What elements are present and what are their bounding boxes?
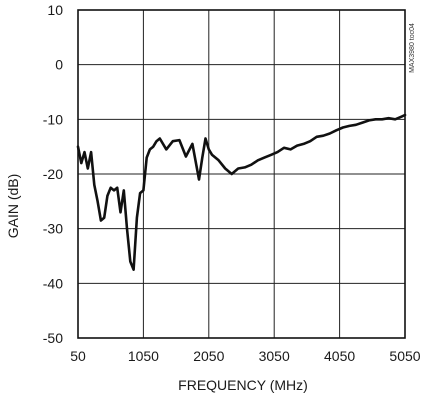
- y-tick-label: -40: [43, 275, 63, 291]
- y-tick-label: -10: [43, 111, 63, 127]
- y-axis-ticks: 10 0 -10 -20 -30 -40 -50: [43, 2, 63, 346]
- x-tick-label: 3050: [259, 348, 290, 364]
- x-tick-label: 50: [70, 348, 86, 364]
- x-axis-label: FREQUENCY (MHz): [178, 377, 308, 393]
- x-tick-label: 2050: [193, 348, 224, 364]
- y-axis-label: GAIN (dB): [5, 174, 21, 239]
- x-tick-label: 5050: [389, 348, 420, 364]
- y-tick-label: -30: [43, 221, 63, 237]
- x-axis-ticks: 50 1050 2050 3050 4050 5050: [70, 348, 421, 364]
- grid: [77, 9, 406, 339]
- y-tick-label: -50: [43, 330, 63, 346]
- x-tick-label: 1050: [128, 348, 159, 364]
- plot-area-frame: [77, 9, 406, 339]
- y-tick-label: -20: [43, 166, 63, 182]
- y-tick-label: 0: [55, 57, 63, 73]
- y-tick-label: 10: [47, 2, 63, 18]
- gain-series-line: [76, 113, 407, 271]
- x-tick-label: 4050: [324, 348, 355, 364]
- chart-code-label: MAX3980 toc04: [409, 23, 416, 73]
